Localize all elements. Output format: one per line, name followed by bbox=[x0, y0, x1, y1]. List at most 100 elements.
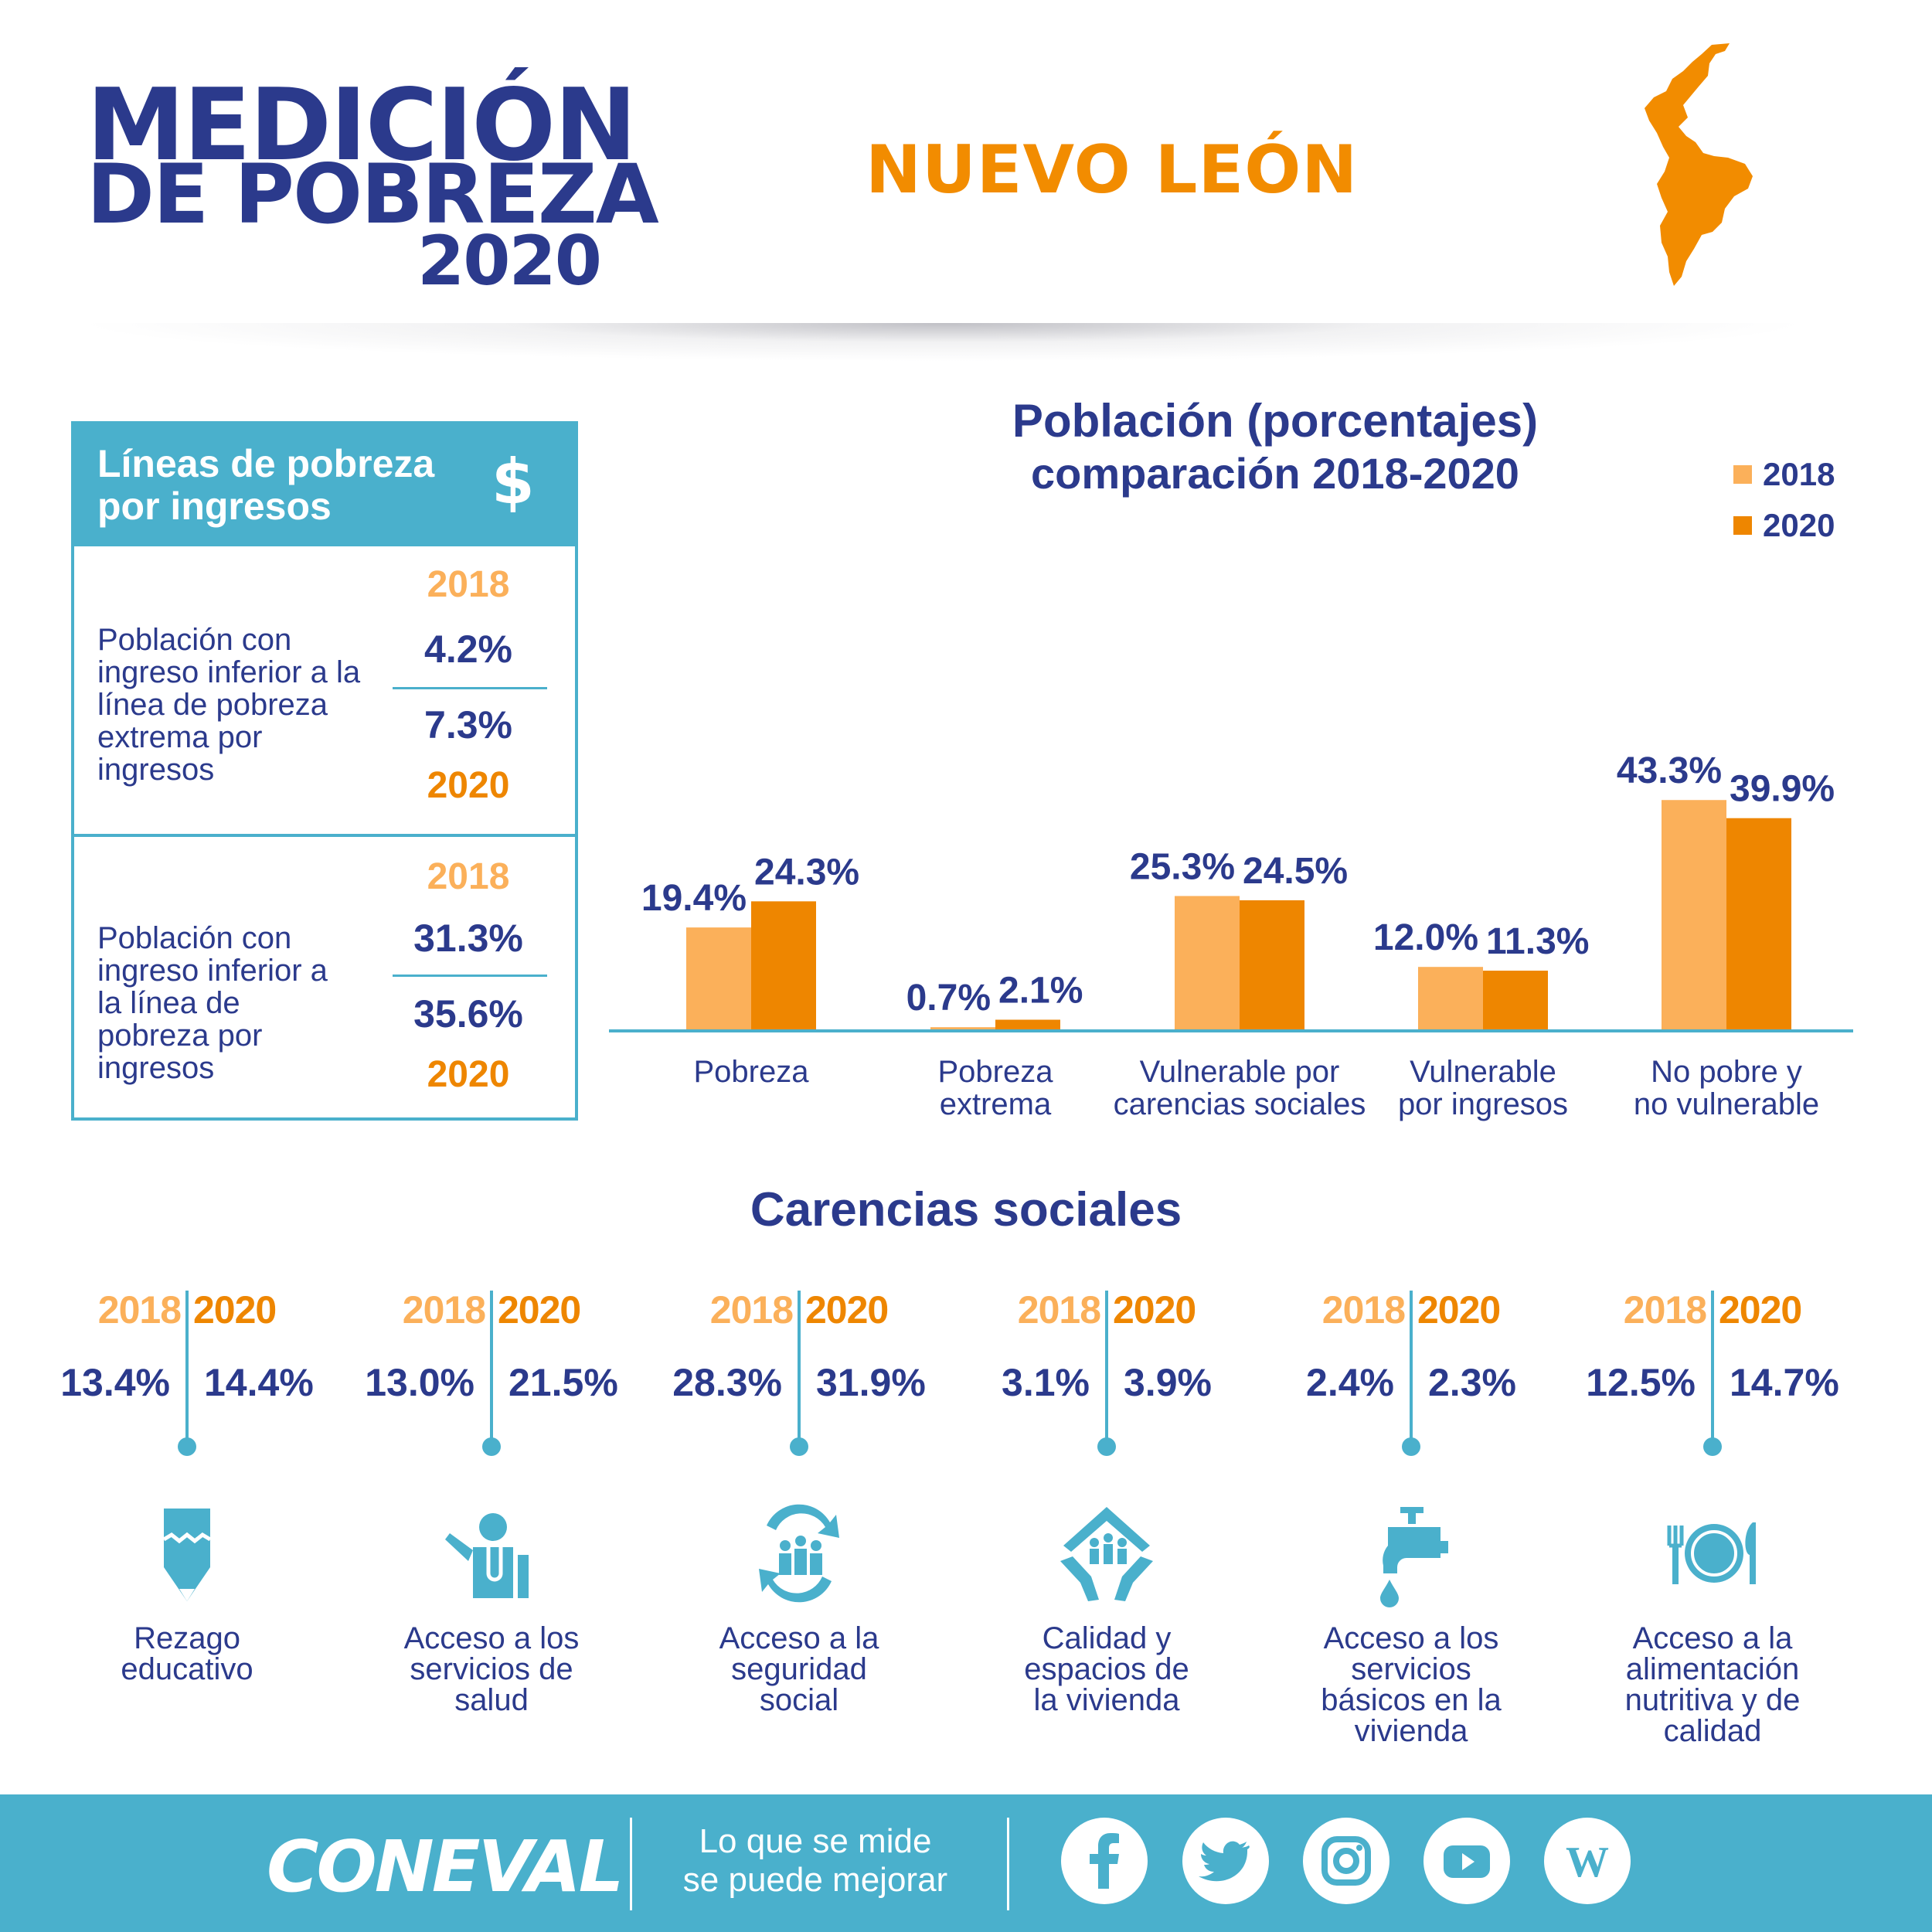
bar-2018-2 bbox=[930, 1027, 995, 1031]
poverty-lines-panel: Líneas de pobreza por ingresos $ 2018 Po… bbox=[71, 421, 578, 1121]
card-label-line: servicios bbox=[1351, 1652, 1471, 1686]
card-value-2020: 2.3% bbox=[1428, 1361, 1516, 1404]
card-dot bbox=[1703, 1437, 1722, 1456]
chart-subtitle: comparación 2018-2020 bbox=[1031, 449, 1519, 498]
instagram-icon[interactable] bbox=[1303, 1818, 1389, 1904]
card-label-line: social bbox=[759, 1683, 839, 1717]
data-label-2020-3: 24.5% bbox=[1243, 851, 1348, 892]
card-label-line: vivienda bbox=[1354, 1714, 1468, 1748]
data-label-2020-1: 24.3% bbox=[754, 852, 859, 893]
card-dot bbox=[178, 1437, 196, 1456]
x-axis-line bbox=[609, 1029, 1853, 1032]
bar-2018-1 bbox=[686, 927, 751, 1031]
wordpress-icon[interactable]: W bbox=[1544, 1818, 1631, 1904]
card-divider bbox=[185, 1291, 189, 1445]
twitter-icon[interactable] bbox=[1182, 1818, 1269, 1904]
card-year-2018: 2018 bbox=[1017, 1288, 1101, 1332]
data-label-2018-4: 12.0% bbox=[1373, 917, 1478, 958]
facebook-icon[interactable] bbox=[1061, 1818, 1148, 1904]
legend-swatch-2018 bbox=[1733, 465, 1752, 484]
card-year-2020: 2020 bbox=[498, 1288, 581, 1332]
card-value-2020: 14.7% bbox=[1730, 1361, 1839, 1404]
state-name: NUEVO LEÓN bbox=[866, 131, 1359, 209]
logo-medicion: MEDICIÓN bbox=[87, 68, 637, 183]
svg-text:W: W bbox=[1566, 1838, 1609, 1886]
bar-2020-3 bbox=[1240, 900, 1304, 1031]
social-security-icon bbox=[745, 1499, 853, 1607]
bar-2020-2 bbox=[995, 1019, 1060, 1031]
coneval-logo[interactable]: CONEVAL bbox=[267, 1825, 624, 1908]
bar-2018-5 bbox=[1662, 800, 1726, 1031]
category-label-4: por ingresos bbox=[1398, 1087, 1568, 1121]
data-label-2018-1: 19.4% bbox=[641, 878, 747, 919]
row1-value-2018: 4.2% bbox=[424, 628, 512, 671]
logo-de-pobreza: DE POBREZA bbox=[87, 147, 659, 242]
card-year-2018: 2018 bbox=[402, 1288, 486, 1332]
bar-2018-3 bbox=[1175, 896, 1240, 1031]
card-label-line: Acceso a los bbox=[1323, 1621, 1499, 1655]
card-year-2020: 2020 bbox=[1417, 1288, 1501, 1332]
slogan-line-2: se puede mejorar bbox=[682, 1861, 948, 1899]
card-label-line: educativo bbox=[121, 1652, 253, 1686]
card-value-2020: 14.4% bbox=[204, 1361, 314, 1404]
doctor-icon bbox=[437, 1499, 546, 1607]
row2-value-2020: 35.6% bbox=[413, 992, 523, 1036]
category-label-3: carencias sociales bbox=[1114, 1087, 1366, 1121]
card-value-2018: 28.3% bbox=[672, 1361, 782, 1404]
card-label: Acceso a la seguridad social bbox=[645, 1623, 954, 1716]
slogan-line-1: Lo que se mide bbox=[699, 1822, 932, 1860]
poverty-lines-divider bbox=[74, 834, 575, 837]
card-value-2018: 13.4% bbox=[60, 1361, 170, 1404]
row1-separator bbox=[393, 687, 547, 689]
row2-year-2018: 2018 bbox=[427, 856, 510, 897]
legend-label-2020: 2020 bbox=[1763, 507, 1835, 543]
bar-2020-4 bbox=[1483, 971, 1548, 1031]
chart-title: Población (porcentajes) bbox=[1012, 395, 1539, 447]
row2-value-2018: 31.3% bbox=[413, 917, 523, 960]
card-label-line: la vivienda bbox=[1033, 1683, 1180, 1717]
card-year-2018: 2018 bbox=[1623, 1288, 1707, 1332]
row1-year-2020: 2020 bbox=[427, 765, 510, 806]
category-label-2: extrema bbox=[940, 1087, 1052, 1121]
footer-separator-1 bbox=[630, 1818, 632, 1910]
card-label-line: alimentación bbox=[1625, 1652, 1800, 1686]
youtube-icon[interactable] bbox=[1423, 1818, 1510, 1904]
category-label-1: Pobreza bbox=[694, 1055, 810, 1089]
category-label-5: no vulnerable bbox=[1634, 1087, 1819, 1121]
card-label: Acceso a los servicios básicos en la vivien… bbox=[1257, 1623, 1566, 1747]
card-year-2018: 2018 bbox=[1321, 1288, 1406, 1332]
card-label-line: servicios de bbox=[410, 1652, 573, 1686]
card-label-line: básicos en la bbox=[1321, 1683, 1502, 1717]
card-label-line: espacios de bbox=[1024, 1652, 1189, 1686]
card-label: Acceso a la alimentación nutritiva y de cal… bbox=[1558, 1623, 1867, 1747]
dollar-icon: $ bbox=[492, 446, 535, 518]
poverty-lines-title: Líneas de pobreza por ingresos bbox=[97, 442, 435, 528]
house-hands-icon bbox=[1053, 1499, 1161, 1607]
card-divider bbox=[1410, 1291, 1413, 1445]
card-divider bbox=[1711, 1291, 1714, 1445]
pencil-icon bbox=[133, 1499, 241, 1607]
card-dot bbox=[482, 1437, 501, 1456]
legend-item-2020: 2020 bbox=[1733, 507, 1835, 544]
data-label-2018-2: 0.7% bbox=[906, 978, 991, 1019]
card-year-2020: 2020 bbox=[193, 1288, 277, 1332]
card-year-2020: 2020 bbox=[1113, 1288, 1196, 1332]
card-label-line: Acceso a la bbox=[1632, 1621, 1793, 1655]
bar-2018-4 bbox=[1418, 967, 1483, 1031]
card-label-line: salud bbox=[454, 1683, 529, 1717]
data-label-2018-3: 25.3% bbox=[1130, 846, 1235, 887]
legend-item-2018: 2018 bbox=[1733, 456, 1835, 493]
category-label-2: Pobreza bbox=[938, 1055, 1054, 1089]
data-label-2020-4: 11.3% bbox=[1486, 921, 1589, 962]
card-dot bbox=[1097, 1437, 1116, 1456]
card-value-2020: 3.9% bbox=[1124, 1361, 1212, 1404]
card-value-2018: 3.1% bbox=[1002, 1361, 1090, 1404]
logo-year: 2020 bbox=[417, 221, 602, 301]
card-year-2020: 2020 bbox=[805, 1288, 889, 1332]
card-label-line: Rezago bbox=[134, 1621, 240, 1655]
data-label-2020-5: 39.9% bbox=[1730, 769, 1835, 810]
card-divider bbox=[798, 1291, 801, 1445]
row1-label: Población con ingreso inferior a la líne… bbox=[97, 623, 361, 787]
header-divider bbox=[73, 323, 1812, 362]
